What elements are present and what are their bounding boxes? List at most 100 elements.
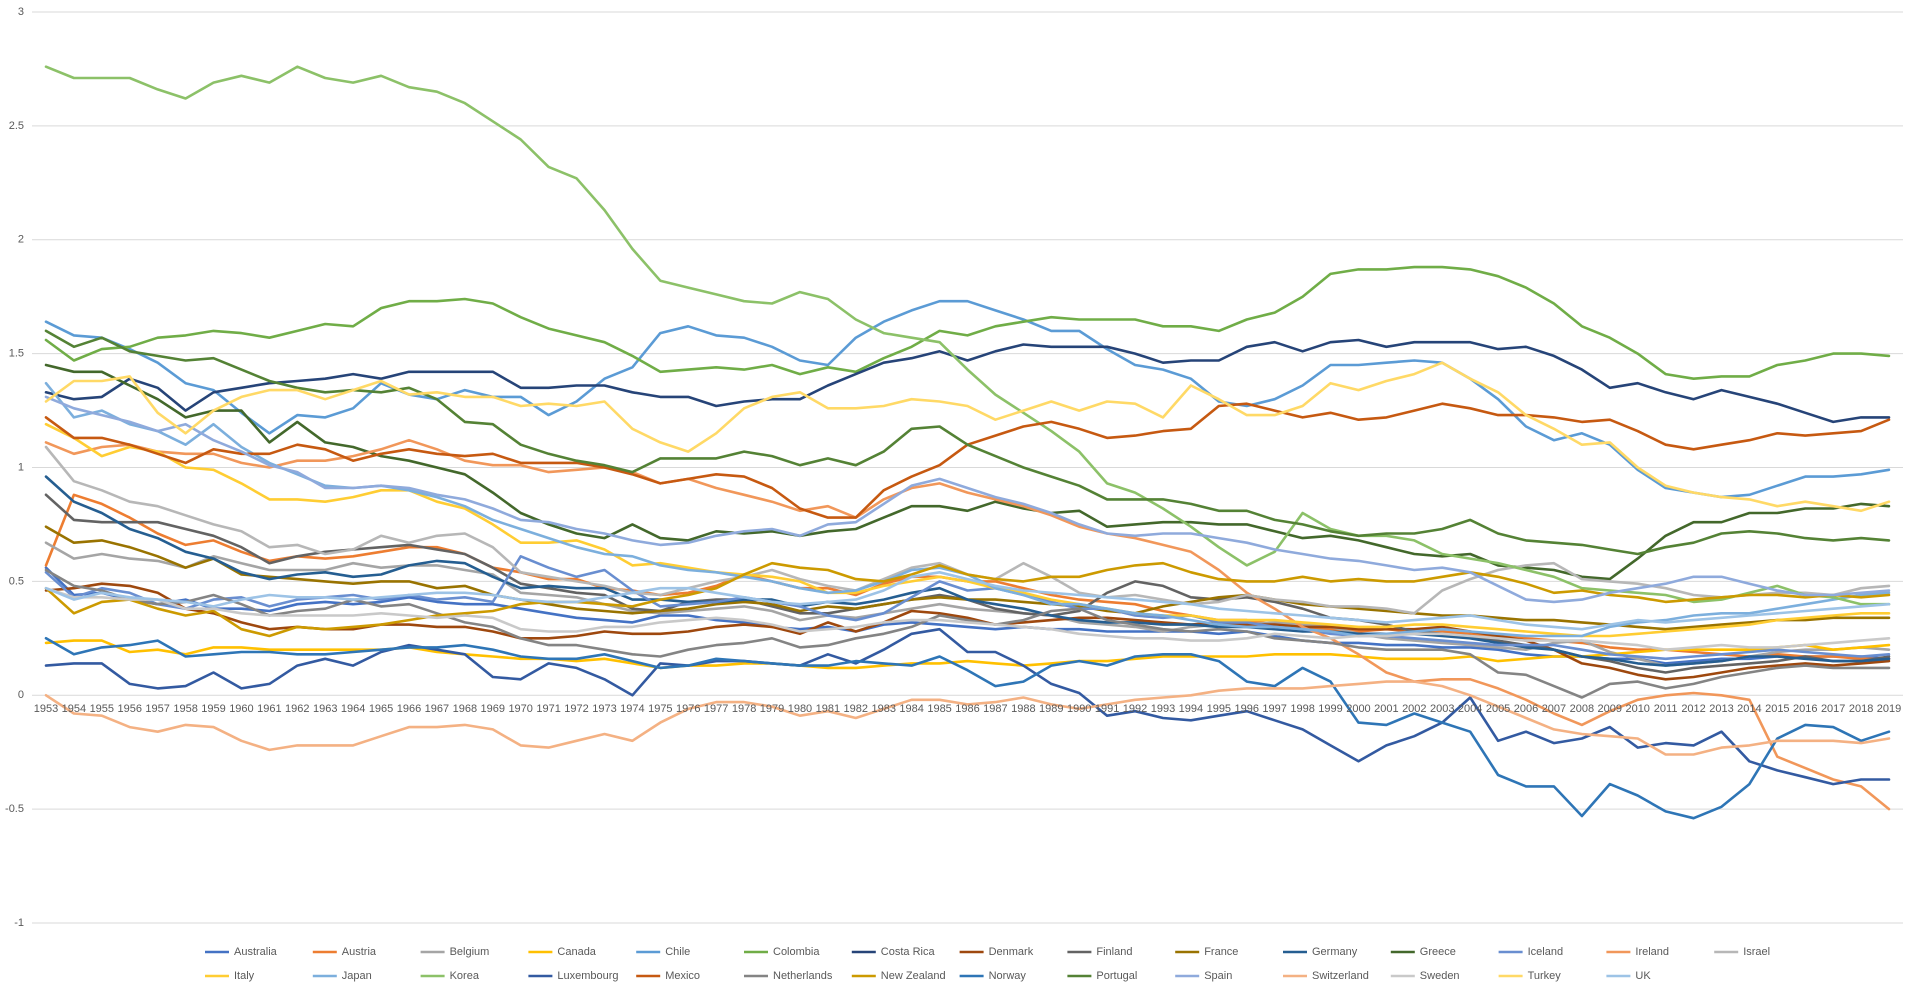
x-tick-label: 1978 (732, 703, 756, 715)
series-line (44, 422, 1891, 638)
series-line (44, 493, 1891, 674)
x-tick-label: 1965 (369, 703, 393, 715)
x-tick-label: 1971 (536, 703, 560, 715)
x-tick-label: 1992 (1123, 703, 1147, 715)
legend-label: Canada (557, 946, 596, 958)
x-tick-label: 1954 (62, 703, 86, 715)
legend-label: Portugal (1096, 970, 1137, 982)
x-tick-label: 2014 (1737, 703, 1761, 715)
x-tick-label: 1974 (620, 703, 644, 715)
legend-label: Finland (1096, 946, 1132, 958)
y-tick-label: 2 (18, 234, 24, 246)
legend-label: Turkey (1528, 970, 1562, 982)
y-tick-label: 3 (18, 6, 24, 18)
x-tick-label: 1998 (1290, 703, 1314, 715)
legend-label: Luxembourg (557, 970, 618, 982)
x-tick-label: 1959 (201, 703, 225, 715)
x-tick-label: 1957 (145, 703, 169, 715)
x-tick-label: 1970 (508, 703, 532, 715)
legend-label: France (1204, 946, 1238, 958)
x-tick-label: 2004 (1458, 703, 1482, 715)
x-tick-label: 1973 (592, 703, 616, 715)
x-tick-label: 2019 (1877, 703, 1901, 715)
legend-label: Mexico (665, 970, 700, 982)
x-tick-label: 2007 (1542, 703, 1566, 715)
series-line (44, 395, 1891, 604)
legend-label: Germany (1312, 946, 1358, 958)
legend-label: Costa Rica (881, 946, 936, 958)
x-tick-label: 1968 (453, 703, 477, 715)
legend-label: Iceland (1528, 946, 1563, 958)
y-tick-label: 1.5 (9, 348, 24, 360)
x-tick-label: 1991 (1095, 703, 1119, 715)
series-line (44, 438, 1891, 811)
y-tick-label: 0.5 (9, 575, 24, 587)
legend-label: Norway (989, 970, 1027, 982)
x-tick-label: 1966 (397, 703, 421, 715)
y-tick-label: -1 (14, 917, 24, 929)
x-tick-label: 1993 (1151, 703, 1175, 715)
x-tick-label: 2005 (1486, 703, 1510, 715)
x-tick-label: 1958 (173, 703, 197, 715)
legend-label: Ireland (1635, 946, 1669, 958)
series-line (44, 561, 1891, 638)
series-line (44, 586, 1891, 651)
x-tick-label: 2008 (1570, 703, 1594, 715)
series-line (44, 299, 1891, 499)
legend-label: Spain (1204, 970, 1232, 982)
series-line (44, 329, 1891, 556)
x-tick-label: 1960 (229, 703, 253, 715)
series-line (44, 338, 1891, 424)
x-tick-label: 2006 (1514, 703, 1538, 715)
x-tick-label: 1953 (34, 703, 58, 715)
series-line (44, 637, 1891, 820)
legend-label: Australia (234, 946, 278, 958)
x-tick-label: 1990 (1067, 703, 1091, 715)
series-line (44, 445, 1891, 615)
x-tick-label: 1984 (899, 703, 923, 715)
x-tick-label: 1964 (341, 703, 365, 715)
x-tick-label: 1969 (481, 703, 505, 715)
series-line (44, 65, 1891, 606)
x-tick-label: 1989 (1039, 703, 1063, 715)
legend-label: Israel (1743, 946, 1770, 958)
x-tick-label: 2010 (1625, 703, 1649, 715)
x-tick-label: 2015 (1765, 703, 1789, 715)
x-tick-label: 2016 (1793, 703, 1817, 715)
legend-label: Austria (342, 946, 377, 958)
x-tick-label: 1996 (1235, 703, 1259, 715)
x-tick-label: 1975 (648, 703, 672, 715)
series-line (44, 627, 1891, 786)
axis-labels: -1 -0.5 0 0.5 1 1.5 2 2.5 3 1953 1954 1955 1956 1957 1… (5, 6, 1901, 929)
x-tick-label: 2017 (1821, 703, 1845, 715)
x-tick-label: 1988 (1011, 703, 1035, 715)
x-tick-label: 1955 (90, 703, 114, 715)
x-tick-label: 1963 (313, 703, 337, 715)
x-tick-label: 1977 (704, 703, 728, 715)
legend-label: Korea (450, 970, 480, 982)
x-tick-label: 2011 (1654, 703, 1678, 715)
x-tick-label: 1986 (955, 703, 979, 715)
x-tick-label: 2013 (1709, 703, 1733, 715)
legend: Australia Austria Belgium Canada Chile Colomb… (205, 946, 1770, 982)
legend-label: Italy (234, 970, 255, 982)
grid (32, 11, 1903, 924)
x-tick-label: 1995 (1207, 703, 1231, 715)
series-line (44, 680, 1891, 756)
legend-label: New Zealand (881, 970, 946, 982)
legend-label: UK (1635, 970, 1651, 982)
x-tick-label: 1979 (760, 703, 784, 715)
y-tick-label: 1 (18, 461, 24, 473)
x-tick-label: 2000 (1346, 703, 1370, 715)
legend-label: Belgium (450, 946, 490, 958)
x-tick-label: 1967 (425, 703, 449, 715)
x-tick-label: 1987 (983, 703, 1007, 715)
series-line (44, 363, 1891, 581)
legend-label: Colombia (773, 946, 820, 958)
legend-label: Greece (1420, 946, 1456, 958)
x-tick-label: 2018 (1849, 703, 1873, 715)
x-tick-label: 1985 (927, 703, 951, 715)
legend-label: Chile (665, 946, 690, 958)
x-tick-label: 1982 (844, 703, 868, 715)
x-tick-label: 2009 (1598, 703, 1622, 715)
